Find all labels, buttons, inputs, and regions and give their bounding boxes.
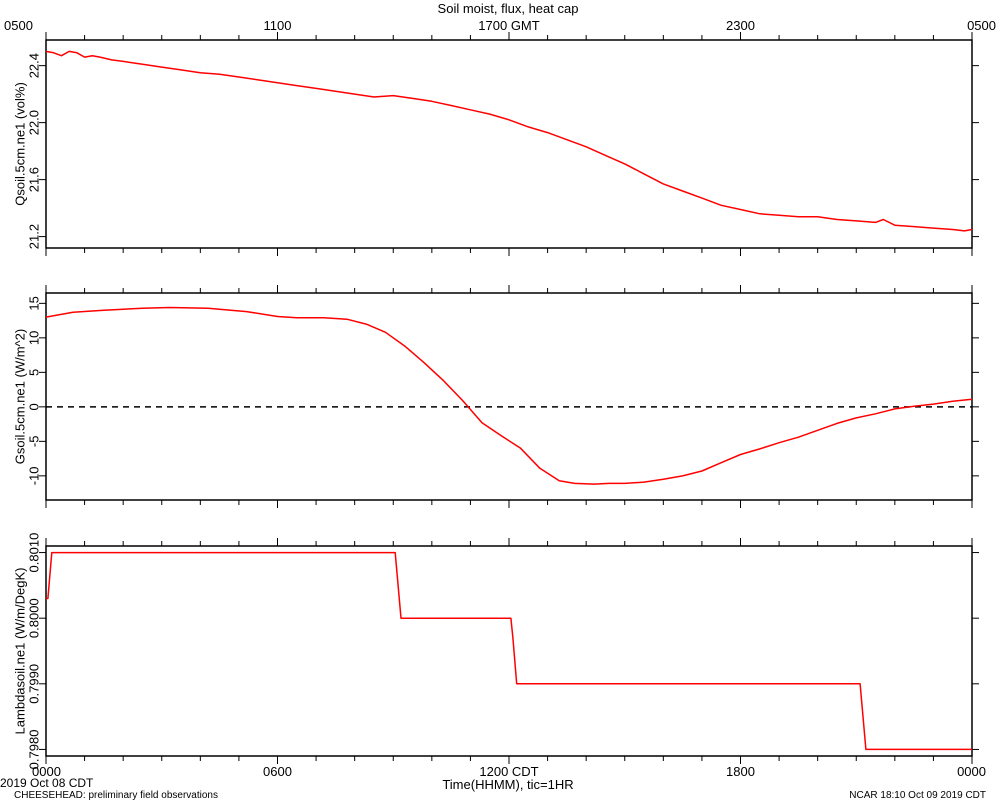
tick-labels: 21.2 21.6 22.0 22.4 Qsoil.5cm.ne1 (vol%) -10 -… bbox=[4, 18, 996, 779]
bottom-x-tick-label: 1800 bbox=[726, 764, 755, 779]
y-axis-label: Gsoil.5cm.ne1 (W/m^2) bbox=[12, 329, 27, 464]
y-tick-label: 21.6 bbox=[26, 167, 41, 192]
y-tick-label: 15 bbox=[26, 296, 41, 310]
y-tick-label: 10 bbox=[26, 331, 41, 345]
top-x-tick-label: 0500 bbox=[967, 18, 996, 33]
axis-ticks bbox=[39, 32, 979, 764]
footer-start-date: 2019 Oct 08 CDT bbox=[0, 776, 94, 790]
series-line bbox=[45, 306, 973, 485]
y-tick-label: 5 bbox=[26, 369, 41, 376]
y-tick-label: 0 bbox=[26, 403, 41, 410]
top-x-tick-label: 0500 bbox=[4, 18, 33, 33]
bottom-x-tick-label: 0000 bbox=[957, 764, 986, 779]
y-tick-label: 0.7990 bbox=[26, 664, 41, 704]
top-x-tick-label: 1700 GMT bbox=[478, 18, 539, 33]
y-axis-label: Lambdasoil.ne1 (W/m/DegK) bbox=[12, 568, 27, 735]
bottom-x-tick-label: 0600 bbox=[263, 764, 292, 779]
panel-frame bbox=[45, 292, 973, 501]
series-lines bbox=[45, 50, 973, 751]
chart-title: Soil moist, flux, heat cap bbox=[438, 1, 579, 16]
footer-credit: NCAR 18:10 Oct 09 2019 CDT bbox=[849, 790, 986, 801]
footer-project: CHEESEHEAD: preliminary field observatio… bbox=[14, 790, 218, 801]
series-line bbox=[45, 50, 973, 232]
top-x-tick-label: 2300 bbox=[726, 18, 755, 33]
y-tick-label: 22.4 bbox=[26, 53, 41, 78]
bottom-x-tick-label: 1200 CDT bbox=[479, 764, 538, 779]
x-axis-label: Time(HHMM), tic=1HR bbox=[442, 777, 573, 792]
y-tick-label: 0.8000 bbox=[26, 598, 41, 638]
panel-frames bbox=[45, 39, 973, 757]
panel-frame bbox=[45, 545, 973, 757]
y-axis-label: Qsoil.5cm.ne1 (vol%) bbox=[12, 82, 27, 206]
y-tick-label: -5 bbox=[26, 436, 41, 448]
y-tick-label: 0.7980 bbox=[26, 730, 41, 770]
series-line bbox=[46, 551, 972, 751]
y-tick-label: -10 bbox=[26, 466, 41, 485]
bottom-x-tick-label: 0000 bbox=[32, 764, 61, 779]
y-tick-label: 0.8010 bbox=[26, 533, 41, 573]
y-tick-label: 21.2 bbox=[26, 224, 41, 249]
top-x-tick-label: 1100 bbox=[264, 18, 292, 33]
y-tick-label: 22.0 bbox=[26, 110, 41, 135]
